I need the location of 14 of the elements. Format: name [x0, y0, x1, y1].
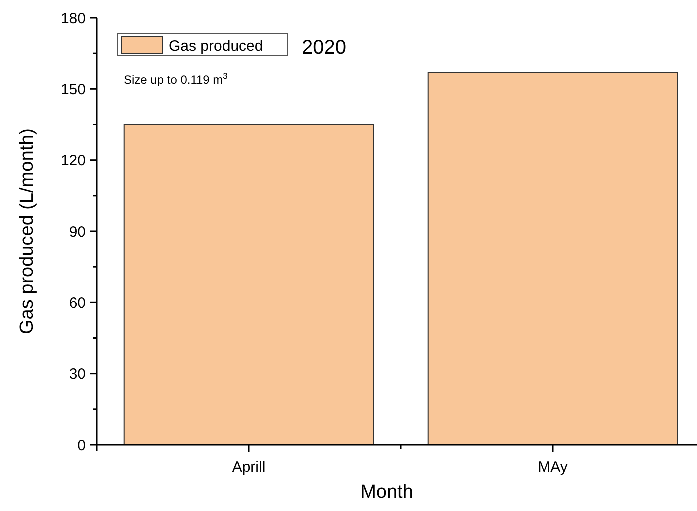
x-tick-label: Aprill [232, 459, 266, 476]
annotation: 2020 [302, 37, 346, 59]
y-tick-label: 60 [69, 294, 86, 312]
annotation: Size up to 0.119 m$^{3}$ [124, 71, 228, 87]
y-tick-label: 150 [60, 81, 86, 98]
x-tick-label: MAy [538, 459, 568, 476]
y-tick-label: 180 [60, 10, 86, 28]
y-tick-label: 120 [60, 152, 86, 170]
y-tick-label: 0 [78, 437, 86, 454]
y-axis-title: Gas produced (L/month) [17, 128, 38, 334]
y-tick-label: 30 [69, 366, 86, 384]
y-tick-label: 90 [69, 224, 86, 241]
legend-label: Gas produced [169, 38, 264, 55]
x-axis-title: Month [360, 482, 414, 503]
